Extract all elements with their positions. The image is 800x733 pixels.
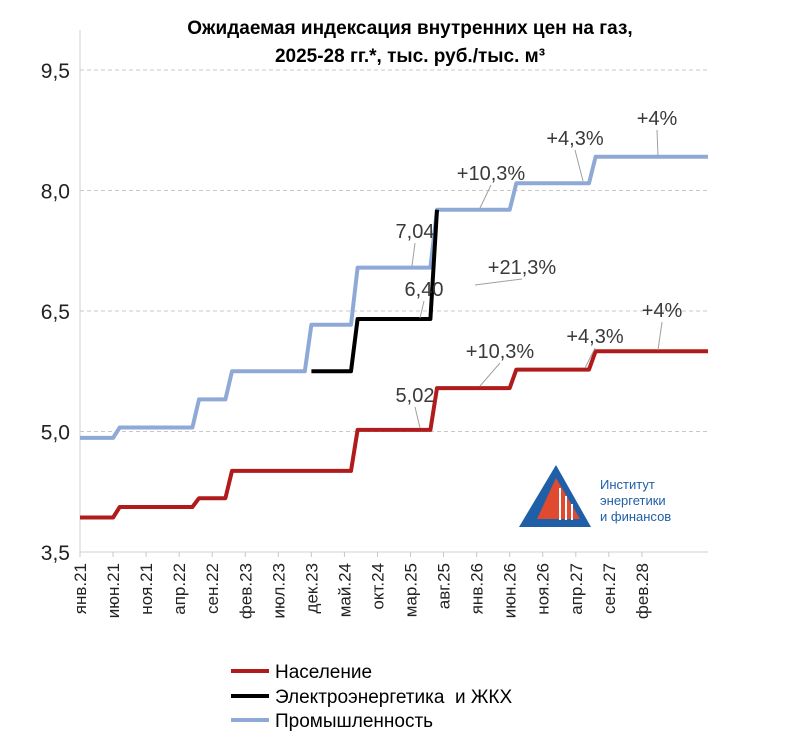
x-tick-label: апр.27 xyxy=(567,563,586,615)
y-tick-label: 9,5 xyxy=(41,60,70,83)
annotation-leader xyxy=(574,149,584,182)
y-tick-label: 8,0 xyxy=(41,181,70,204)
x-tick-label: сен.22 xyxy=(203,563,222,614)
logo-text-line-2: энергетики xyxy=(600,493,666,508)
legend-label-energy: Электроэнергетика и ЖКХ xyxy=(275,687,512,708)
y-tick-label: 3,5 xyxy=(41,542,70,565)
y-tick-labels: 3,5 5,0 6,5 8,0 9,5 xyxy=(41,60,70,565)
x-tick-label: янв.26 xyxy=(468,563,487,614)
y-tick-label: 6,5 xyxy=(41,301,70,324)
series-line-2 xyxy=(80,154,708,440)
annotation-label: +4% xyxy=(637,108,678,130)
annotation-label: 7,04 xyxy=(396,221,435,243)
legend: Население Электроэнергетика и ЖКХ Промыш… xyxy=(231,662,512,732)
legend-label-naselenie: Население xyxy=(275,662,372,683)
x-tick-label: июн.21 xyxy=(104,563,123,618)
institute-logo: Институт энергетики и финансов xyxy=(519,465,671,527)
chart-title-line-1: Ожидаемая индексация внутренних цен на г… xyxy=(187,18,632,39)
annotation-leader xyxy=(657,321,663,351)
x-tick-label: июн.26 xyxy=(501,563,520,618)
logo-triangle-red xyxy=(537,478,580,519)
logo-text-line-3: и финансов xyxy=(600,509,671,524)
x-tick-labels: янв.21 июн.21 ноя.21 апр.22 сен.22 фев.23 июл.… xyxy=(71,552,652,619)
annotation-label: +10,3% xyxy=(466,341,535,363)
x-tick-label: авг.25 xyxy=(435,563,454,609)
x-tick-label: янв.21 xyxy=(71,563,90,614)
y-tick-label: 5,0 xyxy=(41,422,70,445)
chart-title-line-2: 2025-28 гг.*, тыс. руб./тыс. м³ xyxy=(275,46,545,67)
x-tick-label: фев.23 xyxy=(236,563,255,619)
x-tick-label: ноя.21 xyxy=(137,563,156,615)
annotation-label: +4,3% xyxy=(546,128,603,150)
x-tick-label: май.24 xyxy=(335,563,354,617)
annotation-label: +4,3% xyxy=(566,326,623,348)
legend-label-industry: Промышленность xyxy=(275,711,433,732)
series-line-1 xyxy=(311,209,439,374)
series-line-0 xyxy=(80,349,708,520)
x-tick-label: ноя.26 xyxy=(534,563,553,615)
annotations: 7,04 6,40 5,02 +10,3% +21,3% +10,3% +4,3% +4,3%… xyxy=(396,108,683,429)
x-tick-label: фев.28 xyxy=(633,563,652,619)
annotation-label: +4% xyxy=(642,300,683,322)
annotation-leader xyxy=(474,278,523,286)
x-tick-label: окт.24 xyxy=(368,563,387,610)
annotation-label: 6,40 xyxy=(405,279,444,301)
x-tick-label: дек.23 xyxy=(302,563,321,613)
x-tick-label: апр.22 xyxy=(170,563,189,615)
annotation-label: 5,02 xyxy=(396,385,435,407)
series-lines xyxy=(80,154,708,520)
annotation-leader xyxy=(411,242,416,267)
annotation-leader xyxy=(414,406,421,429)
annotation-leader xyxy=(584,347,596,369)
logo-text-line-1: Институт xyxy=(600,477,655,492)
x-tick-label: мар.25 xyxy=(402,563,421,617)
annotation-label: +21,3% xyxy=(488,257,557,279)
x-tick-label: июл.23 xyxy=(269,563,288,618)
x-tick-label: сен.27 xyxy=(600,563,619,614)
gridlines xyxy=(80,69,708,432)
annotation-leader xyxy=(656,129,659,157)
annotation-leader xyxy=(479,184,492,209)
annotation-label: +10,3% xyxy=(457,163,526,185)
annotation-leader xyxy=(419,300,425,319)
annotation-leader xyxy=(479,362,501,387)
